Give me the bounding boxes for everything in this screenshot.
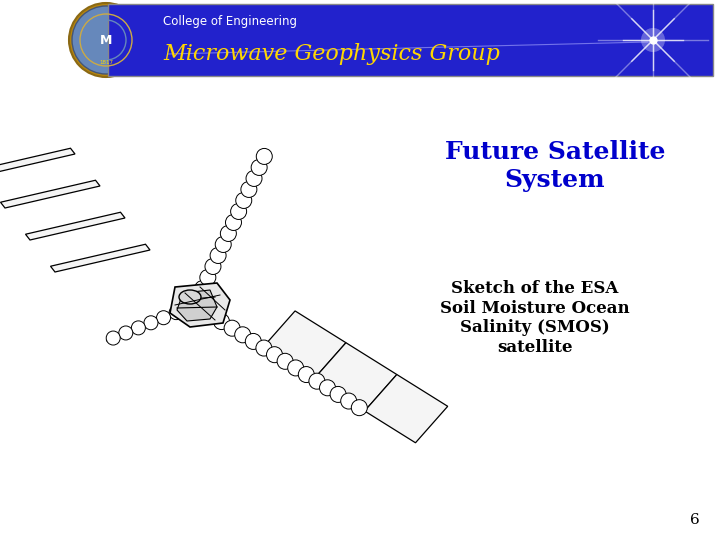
Circle shape bbox=[200, 269, 216, 286]
Circle shape bbox=[241, 181, 257, 198]
Text: 6: 6 bbox=[690, 513, 700, 527]
Text: Future Satellite
System: Future Satellite System bbox=[445, 140, 665, 192]
FancyBboxPatch shape bbox=[108, 4, 713, 76]
Text: 1817: 1817 bbox=[99, 59, 113, 64]
Circle shape bbox=[251, 159, 267, 176]
Polygon shape bbox=[25, 212, 125, 240]
Circle shape bbox=[266, 347, 282, 363]
Circle shape bbox=[205, 259, 221, 274]
Circle shape bbox=[320, 380, 336, 396]
Circle shape bbox=[309, 373, 325, 389]
Polygon shape bbox=[263, 311, 346, 379]
Circle shape bbox=[192, 300, 208, 316]
Circle shape bbox=[224, 320, 240, 336]
Circle shape bbox=[235, 192, 252, 208]
Circle shape bbox=[169, 306, 183, 320]
Circle shape bbox=[246, 171, 262, 186]
Circle shape bbox=[194, 280, 211, 296]
Polygon shape bbox=[0, 148, 75, 176]
Circle shape bbox=[256, 340, 272, 356]
Polygon shape bbox=[1, 180, 100, 208]
Circle shape bbox=[230, 204, 247, 219]
Circle shape bbox=[181, 301, 196, 314]
Circle shape bbox=[246, 333, 261, 349]
Polygon shape bbox=[177, 290, 217, 321]
Circle shape bbox=[235, 327, 251, 343]
Circle shape bbox=[214, 314, 230, 329]
Polygon shape bbox=[50, 244, 150, 272]
Circle shape bbox=[119, 326, 132, 340]
Circle shape bbox=[69, 3, 143, 77]
Circle shape bbox=[641, 28, 665, 52]
Circle shape bbox=[156, 310, 171, 325]
Circle shape bbox=[72, 6, 140, 74]
Circle shape bbox=[203, 307, 219, 323]
Polygon shape bbox=[314, 343, 397, 411]
Text: College of Engineering: College of Engineering bbox=[163, 16, 297, 29]
Circle shape bbox=[288, 360, 304, 376]
Text: Sketch of the ESA
Soil Moisture Ocean
Salinity (SMOS)
satellite: Sketch of the ESA Soil Moisture Ocean Sa… bbox=[440, 280, 630, 356]
Circle shape bbox=[225, 214, 241, 231]
Circle shape bbox=[107, 331, 120, 345]
Circle shape bbox=[341, 393, 356, 409]
Circle shape bbox=[131, 321, 145, 335]
Circle shape bbox=[144, 316, 158, 330]
Circle shape bbox=[189, 292, 206, 307]
Text: M: M bbox=[100, 33, 112, 46]
Circle shape bbox=[210, 247, 226, 264]
Circle shape bbox=[330, 387, 346, 402]
Circle shape bbox=[277, 353, 293, 369]
Circle shape bbox=[298, 367, 315, 382]
Text: Microwave Geophysics Group: Microwave Geophysics Group bbox=[163, 43, 500, 65]
Circle shape bbox=[220, 226, 236, 241]
Circle shape bbox=[256, 148, 272, 165]
Circle shape bbox=[351, 400, 367, 416]
Ellipse shape bbox=[179, 290, 201, 304]
Polygon shape bbox=[364, 375, 448, 443]
Circle shape bbox=[215, 237, 231, 253]
Polygon shape bbox=[170, 283, 230, 327]
